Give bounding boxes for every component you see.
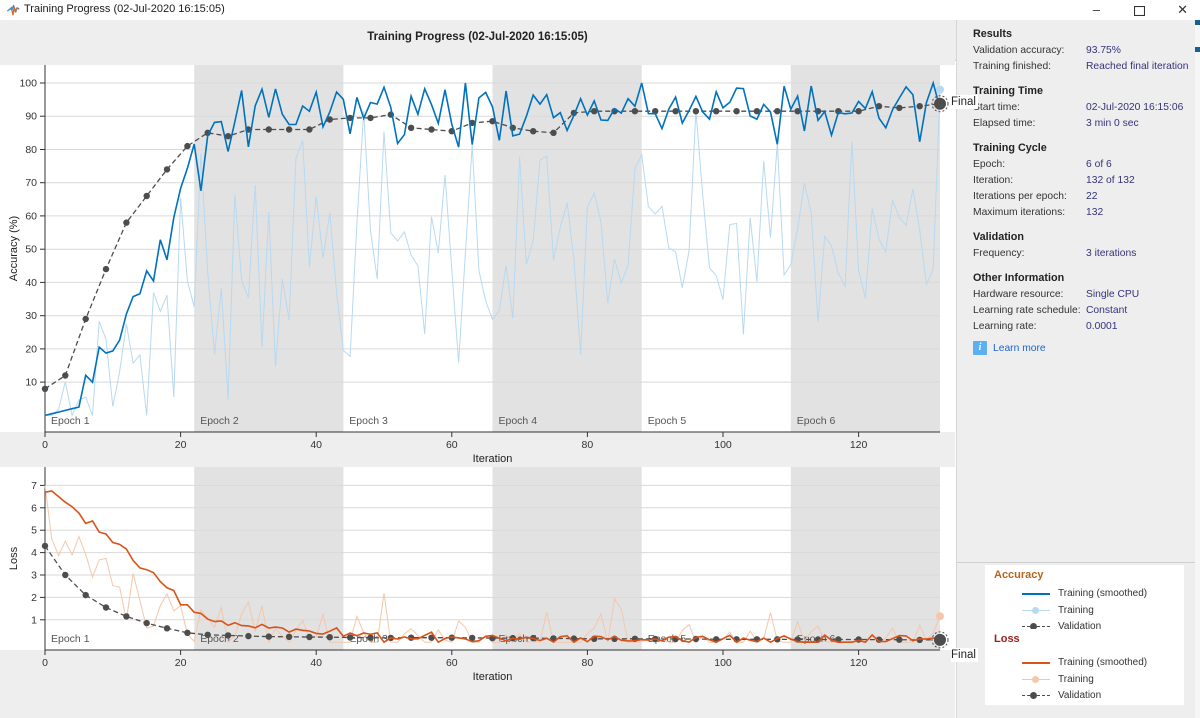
svg-text:Epoch 1: Epoch 1 [51, 633, 90, 645]
svg-text:6: 6 [31, 502, 37, 514]
svg-text:120: 120 [850, 657, 868, 669]
svg-text:100: 100 [714, 657, 732, 669]
svg-text:Accuracy (%): Accuracy (%) [8, 216, 20, 281]
svg-text:5: 5 [31, 525, 37, 537]
svg-text:90: 90 [25, 111, 37, 123]
svg-text:0: 0 [42, 439, 48, 451]
svg-text:40: 40 [310, 439, 322, 451]
svg-text:60: 60 [446, 439, 458, 451]
svg-text:100: 100 [19, 78, 37, 90]
svg-text:40: 40 [310, 657, 322, 669]
svg-text:10: 10 [25, 377, 37, 389]
svg-text:120: 120 [850, 439, 868, 451]
svg-text:20: 20 [175, 657, 187, 669]
svg-text:100: 100 [714, 439, 732, 451]
svg-text:3: 3 [31, 570, 37, 582]
svg-text:Epoch 3: Epoch 3 [349, 415, 388, 427]
svg-text:Epoch 1: Epoch 1 [51, 415, 90, 427]
svg-text:20: 20 [175, 439, 187, 451]
svg-text:80: 80 [582, 657, 594, 669]
svg-text:80: 80 [582, 439, 594, 451]
svg-text:40: 40 [25, 277, 37, 289]
svg-text:70: 70 [25, 177, 37, 189]
svg-text:0: 0 [42, 657, 48, 669]
svg-text:20: 20 [25, 343, 37, 355]
svg-text:Loss: Loss [8, 546, 20, 570]
svg-text:Epoch 6: Epoch 6 [797, 415, 836, 427]
svg-text:2: 2 [31, 592, 37, 604]
svg-text:60: 60 [446, 657, 458, 669]
svg-text:Epoch 5: Epoch 5 [648, 415, 687, 427]
svg-text:Iteration: Iteration [473, 671, 513, 683]
svg-text:Iteration: Iteration [473, 453, 513, 465]
svg-text:Epoch 4: Epoch 4 [499, 415, 538, 427]
svg-text:Epoch 2: Epoch 2 [200, 415, 239, 427]
svg-text:80: 80 [25, 144, 37, 156]
svg-text:60: 60 [25, 210, 37, 222]
svg-text:50: 50 [25, 244, 37, 256]
svg-text:1: 1 [31, 614, 37, 626]
svg-text:4: 4 [31, 547, 37, 559]
svg-text:30: 30 [25, 310, 37, 322]
svg-text:7: 7 [31, 480, 37, 492]
